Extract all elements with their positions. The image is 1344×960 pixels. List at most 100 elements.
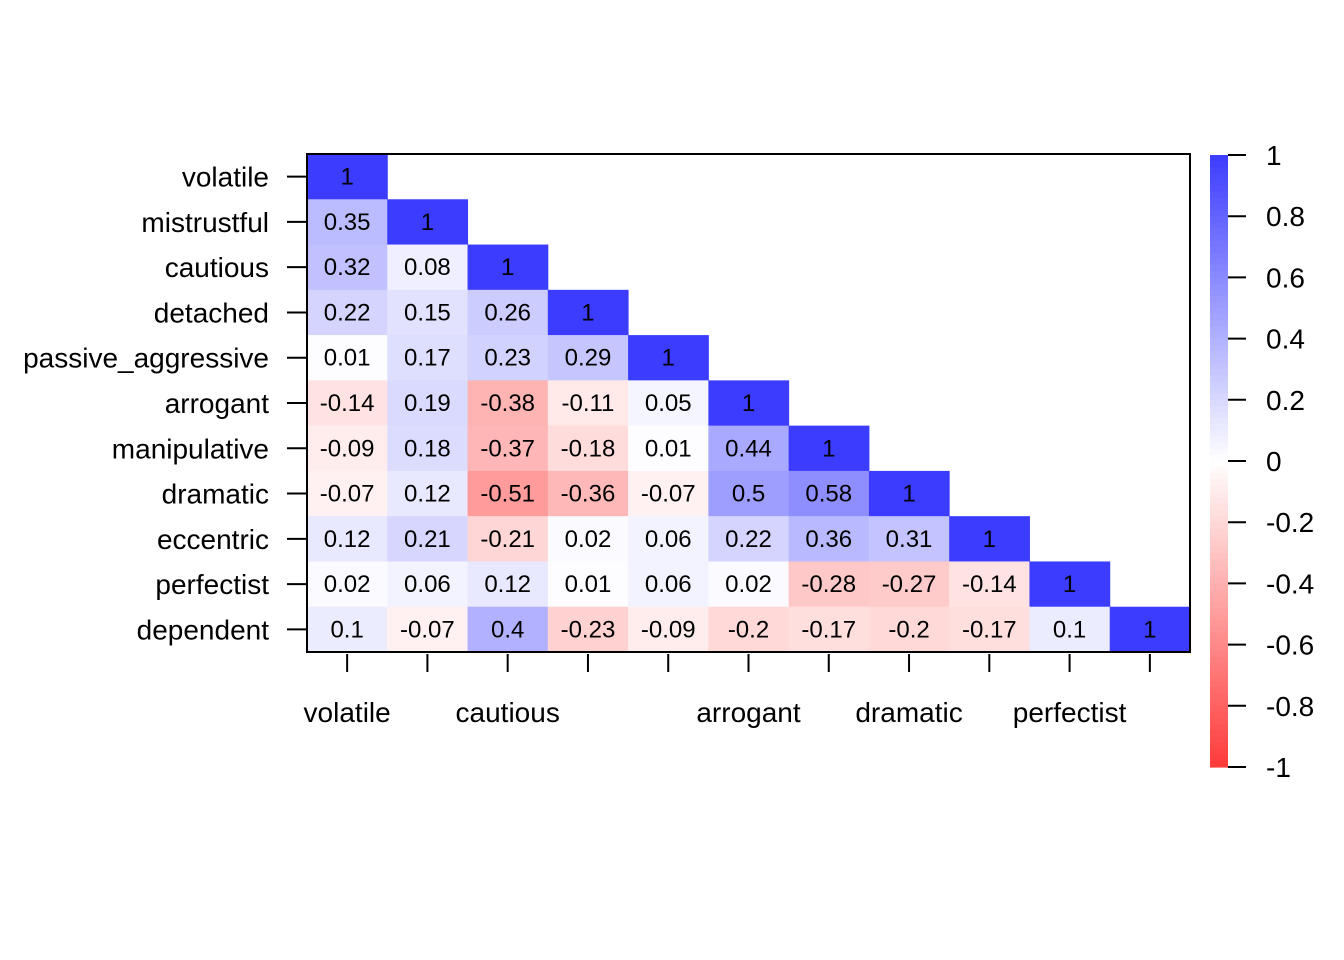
colorbar-segment <box>1210 350 1228 358</box>
colorbar-segment <box>1210 754 1228 762</box>
cell-value-label: 1 <box>983 526 996 553</box>
colorbar-segment <box>1210 375 1228 383</box>
colorbar-segment <box>1210 399 1228 407</box>
heatmap-cell <box>387 425 469 472</box>
colorbar-segment <box>1210 203 1228 211</box>
cell-value-label: 0.08 <box>404 254 451 281</box>
heatmap-cell <box>708 470 790 517</box>
heatmap-cell <box>307 244 388 291</box>
heatmap-cell <box>307 606 388 653</box>
colorbar-tick-label: 0.6 <box>1266 262 1305 293</box>
heatmap-cell <box>868 561 950 608</box>
cell-value-label: 1 <box>1143 616 1156 643</box>
y-tick-label: dramatic <box>162 479 269 510</box>
colorbar-segment <box>1210 271 1228 278</box>
heatmap-cell <box>467 289 549 336</box>
colorbar-segment <box>1210 381 1228 389</box>
cell-value-label: -0.07 <box>400 616 455 643</box>
colorbar-segment <box>1210 699 1228 707</box>
heatmap-cell <box>949 516 1030 562</box>
heatmap-cell <box>467 516 549 562</box>
colorbar-segment <box>1210 301 1228 309</box>
heatmap-cell <box>307 335 388 381</box>
colorbar-segment <box>1210 632 1228 640</box>
cell-value-label: 0.12 <box>484 571 531 598</box>
heatmap-cell <box>547 561 629 608</box>
y-tick-label: perfectist <box>155 569 269 600</box>
colorbar-segment <box>1210 571 1228 578</box>
colorbar-tick-label: 1 <box>1266 140 1282 171</box>
heatmap-cell <box>387 199 469 246</box>
heatmap-cell <box>1029 561 1111 608</box>
colorbar-segment <box>1210 197 1228 205</box>
colorbar-segment <box>1210 669 1228 676</box>
heatmap-cell <box>949 561 1030 608</box>
heatmap-cell <box>387 561 469 608</box>
cell-value-label: -0.37 <box>480 435 535 462</box>
heatmap-cell <box>467 561 549 608</box>
cell-value-label: 0.17 <box>404 345 451 372</box>
cell-value-label: 1 <box>501 254 514 281</box>
cell-value-label: 0.18 <box>404 435 451 462</box>
colorbar-segment <box>1210 161 1228 168</box>
colorbar-segment <box>1210 503 1228 511</box>
colorbar-segment <box>1210 185 1228 193</box>
colorbar-segment <box>1210 748 1228 756</box>
colorbar-segment <box>1210 265 1228 272</box>
colorbar-segment <box>1210 405 1228 413</box>
heatmap-cell <box>547 380 629 427</box>
colorbar-segment <box>1210 552 1228 560</box>
cell-value-label: 0.01 <box>645 435 692 462</box>
colorbar-segment <box>1210 607 1228 615</box>
heatmap-cell <box>628 380 709 427</box>
cell-value-label: 0.1 <box>1053 616 1086 643</box>
heatmap-cell <box>307 154 388 200</box>
colorbar-segment <box>1210 558 1228 566</box>
colorbar-segment <box>1210 626 1228 633</box>
cell-value-label: 1 <box>581 299 594 326</box>
heatmap-cell <box>547 335 629 381</box>
colorbar-segment <box>1210 179 1228 187</box>
colorbar-segment <box>1210 155 1228 162</box>
colorbar-tick-label: 0.8 <box>1266 201 1305 232</box>
colorbar-segment <box>1210 693 1228 701</box>
colorbar-segment <box>1210 461 1228 468</box>
y-tick-label: mistrustful <box>141 207 269 238</box>
colorbar-segment <box>1210 540 1228 548</box>
colorbar-segment <box>1210 424 1228 431</box>
heatmap-cell <box>467 335 549 381</box>
heatmap-cell <box>628 606 709 653</box>
cell-value-label: 1 <box>340 164 353 191</box>
heatmap-cell <box>467 425 549 472</box>
heatmap-cell <box>467 606 549 653</box>
heatmap-cell <box>547 289 629 336</box>
cell-value-label: -0.14 <box>962 571 1017 598</box>
x-tick-label: cautious <box>456 697 560 728</box>
y-axis: volatile mistrustful cautious detached passi… <box>23 162 307 645</box>
cell-value-label: 0.21 <box>404 526 451 553</box>
colorbar-segment <box>1210 246 1228 254</box>
cell-value-label: 0.06 <box>645 526 692 553</box>
colorbar-segment <box>1210 167 1228 174</box>
cell-value-label: -0.51 <box>480 481 535 508</box>
colorbar-segment <box>1210 436 1228 444</box>
colorbar-segment <box>1210 418 1228 425</box>
heatmap-cell <box>788 606 870 653</box>
heatmap-cell <box>708 516 790 562</box>
heatmap-cell <box>708 425 790 472</box>
colorbar-segment <box>1210 289 1228 297</box>
heatmap-cell <box>307 561 388 608</box>
colorbar-tick-label: 0.2 <box>1266 385 1305 416</box>
heatmap-cell <box>788 425 870 472</box>
colorbar-segment <box>1210 614 1228 621</box>
colorbar-tick-label: -1 <box>1266 752 1291 783</box>
heatmap-cell <box>628 561 709 608</box>
cell-value-label: 0.32 <box>324 254 371 281</box>
heatmap-cell <box>387 335 469 381</box>
colorbar-segment <box>1210 675 1228 682</box>
colorbar-segment <box>1210 308 1228 315</box>
colorbar-tick-label: -0.4 <box>1266 568 1314 599</box>
cell-value-label: 0.02 <box>324 571 371 598</box>
colorbar-segment <box>1210 497 1228 505</box>
heatmap-cell <box>307 425 388 472</box>
